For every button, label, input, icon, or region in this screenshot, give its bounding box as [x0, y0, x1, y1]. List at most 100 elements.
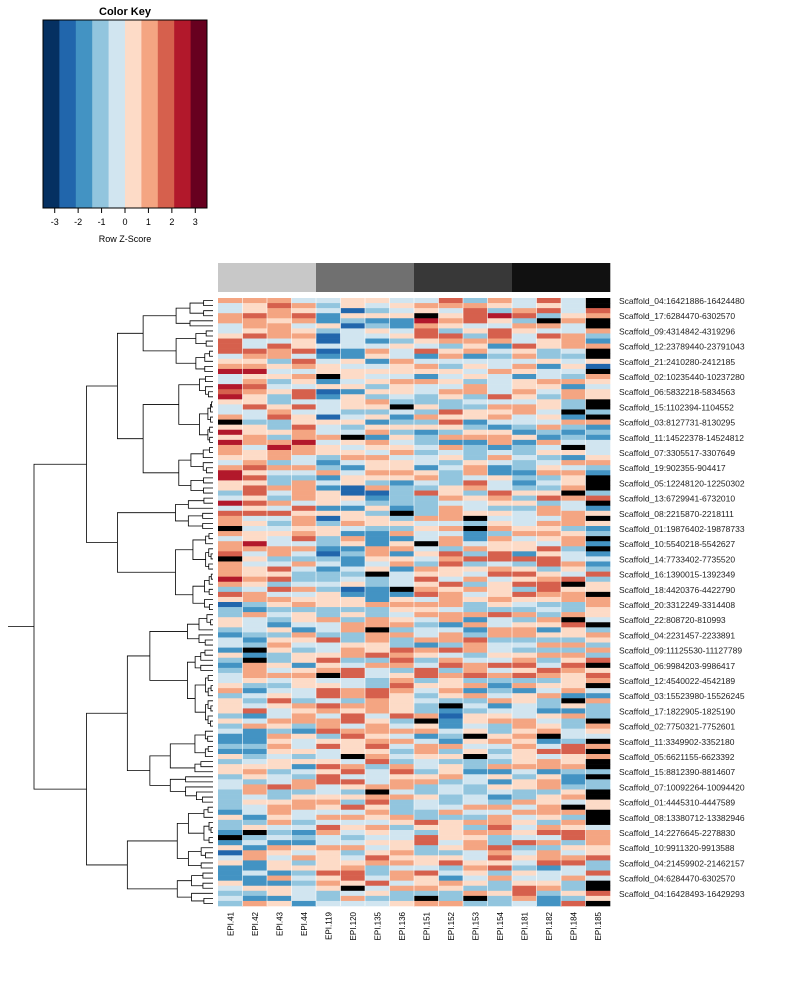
heatmap-cell	[536, 662, 562, 669]
heatmap-cell	[487, 607, 513, 613]
dendrogram-branch	[208, 548, 213, 557]
heatmap-cell	[487, 566, 513, 572]
heatmap-cell	[267, 561, 292, 567]
heatmap-cell	[291, 510, 317, 517]
heatmap-cell	[267, 475, 292, 481]
heatmap-cell	[267, 814, 292, 821]
column-label: EPI.185	[594, 911, 603, 940]
heatmap-cell	[487, 809, 513, 816]
heatmap-cell	[487, 602, 513, 608]
heatmap-cell	[463, 541, 488, 547]
heatmap-cell	[512, 632, 537, 638]
heatmap-cell	[242, 581, 268, 588]
heatmap-cell	[463, 424, 488, 431]
heatmap-cell	[267, 688, 292, 694]
heatmap-cell	[512, 637, 537, 643]
heatmap-cell	[512, 505, 537, 512]
heatmap-cell	[438, 424, 464, 431]
heatmap-cell	[438, 429, 464, 436]
dendrogram-branch	[126, 655, 150, 772]
heatmap-cell	[585, 313, 611, 319]
heatmap-cell	[218, 860, 243, 866]
heatmap-cell	[389, 368, 415, 375]
heatmap-cell	[512, 556, 537, 562]
heatmap-cell	[291, 728, 317, 735]
heatmap-cell	[365, 738, 390, 745]
heatmap-cell	[242, 693, 268, 699]
heatmap-cell	[316, 723, 341, 729]
heatmap-cell	[316, 769, 341, 775]
dendrogram-branch	[210, 573, 213, 580]
heatmap-cell	[512, 536, 537, 542]
heatmap-cell	[536, 424, 562, 431]
heatmap-cell	[267, 900, 292, 907]
heatmap-cell	[487, 875, 513, 881]
heatmap-cell	[585, 475, 611, 481]
heatmap-cell	[561, 895, 586, 902]
heatmap-cell	[291, 348, 317, 355]
color-key: Color Key -3 -2 -1 0 1 2 3 Row Z-Score	[42, 6, 208, 244]
heatmap-cell	[487, 460, 513, 466]
heatmap-cell	[463, 698, 488, 704]
heatmap-cell	[267, 759, 292, 765]
heatmap-cell	[561, 708, 586, 714]
heatmap-cell	[561, 571, 586, 577]
heatmap-cell	[561, 536, 586, 542]
row-label: Scaffold_04:16421886-16424480	[619, 296, 745, 306]
heatmap-cell	[291, 394, 317, 400]
heatmap-cell	[585, 444, 611, 451]
dendrogram-branch	[203, 300, 213, 306]
heatmap-cell	[267, 703, 292, 709]
heatmap-cell	[463, 444, 488, 451]
heatmap-cell	[365, 313, 390, 319]
heatmap-cell	[218, 718, 243, 724]
heatmap-cell	[389, 627, 415, 633]
heatmap-cell	[267, 622, 292, 628]
heatmap-cell	[561, 480, 586, 486]
heatmap-cell	[487, 434, 513, 441]
heatmap-cell	[291, 353, 317, 360]
heatmap-cell	[316, 343, 341, 349]
heatmap-cell	[316, 556, 341, 562]
heatmap-cell	[316, 531, 341, 537]
heatmap-cell	[340, 718, 366, 724]
heatmap-cell	[316, 460, 341, 466]
heatmap-cell	[414, 333, 439, 339]
heatmap-cell	[340, 779, 366, 785]
dendrogram-branch	[185, 786, 213, 797]
heatmap-cell	[340, 450, 366, 456]
heatmap-cell	[536, 333, 562, 339]
heatmap-cell	[291, 855, 317, 861]
heatmap-cell	[438, 404, 464, 410]
heatmap-cell	[585, 607, 611, 613]
heatmap-cell	[389, 764, 415, 770]
heatmap-cell	[561, 419, 586, 425]
heatmap-cell	[340, 647, 366, 653]
heatmap-cell	[438, 754, 464, 760]
heatmap-cell	[267, 713, 292, 719]
heatmap-cell	[316, 703, 341, 709]
heatmap-cell	[463, 764, 488, 770]
heatmap-cell	[218, 819, 243, 826]
heatmap-cell	[291, 865, 317, 871]
heatmap-cell	[242, 672, 268, 679]
heatmap-cell	[414, 353, 439, 360]
heatmap-cell	[218, 845, 243, 851]
heatmap-cell	[438, 622, 464, 628]
heatmap-cell	[561, 890, 586, 897]
heatmap-cell	[389, 424, 415, 431]
heatmap-cell	[218, 627, 243, 633]
heatmap-cell	[340, 419, 366, 425]
heatmap-cell	[487, 774, 513, 780]
heatmap-cell	[463, 308, 488, 314]
heatmap-cell	[316, 607, 341, 613]
heatmap-cell	[414, 607, 439, 613]
heatmap-cell	[316, 414, 341, 420]
heatmap-cell	[316, 551, 341, 557]
heatmap-cell	[536, 885, 562, 892]
heatmap-cell	[291, 571, 317, 577]
heatmap-cell	[487, 900, 513, 907]
heatmap-cell	[291, 612, 317, 618]
heatmap-cell	[365, 774, 390, 780]
